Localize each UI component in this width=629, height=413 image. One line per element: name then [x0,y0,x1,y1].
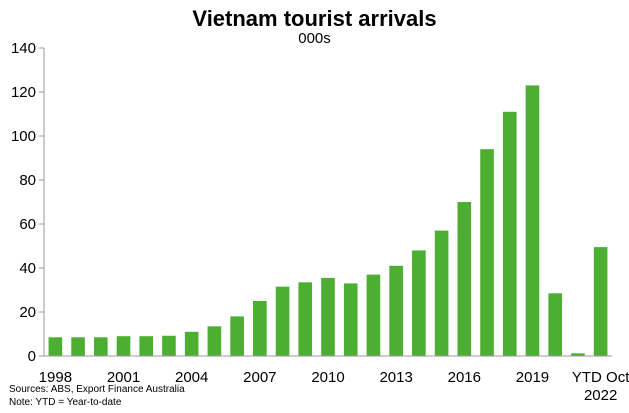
x-tick-label: 2007 [243,369,276,386]
bar-2000 [93,337,108,356]
bar-2012 [366,274,381,356]
bar-ytd-oct-2022 [593,247,608,356]
y-tick-label: 140 [11,40,36,57]
y-axis: 0 20 40 60 80 100 120 140 [11,40,45,365]
y-tick-label: 60 [19,216,36,233]
bar-2015 [434,230,449,356]
bar-2009 [298,282,313,356]
x-tick-label: YTD Oct [572,369,629,386]
y-tick-label: 40 [19,260,36,277]
bar-2003 [162,335,176,356]
bar-2013 [389,265,403,356]
bar-2010 [321,277,335,356]
x-tick-label: 2010 [311,369,344,386]
x-axis: 1998 2001 2004 2007 2010 2013 2016 2019 YTD Oct2… [39,355,629,404]
x-tick-label: 1998 [39,369,72,386]
y-tick-label: 120 [11,84,36,101]
y-tick-label: 80 [19,172,36,189]
x-tick-label: 2016 [448,369,481,386]
chart-subtitle: 000s [298,30,331,47]
sources-footnote: Sources: ABS, Export Finance Australia [9,384,185,395]
bar-2014 [412,250,426,356]
y-tick-label: 20 [19,304,36,321]
y-tick-label: 0 [28,348,36,365]
bar-2017 [480,149,494,356]
bar-2011 [343,283,358,356]
bar-2006 [230,316,244,356]
bar-2005 [207,326,222,356]
bar-series [48,85,608,357]
bar-2018 [502,111,517,356]
bar-2019 [525,85,540,357]
y-tick-label: 100 [11,128,36,145]
x-tick-label-line2: 2022 [584,387,617,404]
bar-1998 [48,337,63,356]
x-tick-label: 2013 [379,369,412,386]
bar-2016 [457,202,472,356]
bar-2002 [139,336,154,356]
bar-2001 [116,336,131,356]
bar-2004 [184,331,199,356]
x-tick-label: 2019 [516,369,549,386]
note-footnote: Note: YTD = Year-to-date [9,397,122,408]
bar-2020 [548,293,563,356]
bar-1999 [71,337,85,356]
x-tick-label: 2004 [175,369,208,386]
bar-2008 [275,286,290,356]
chart-title: Vietnam tourist arrivals [192,6,437,31]
x-tick-label: 2001 [107,369,140,386]
bar-2021 [571,353,585,356]
bar-2007 [253,301,267,356]
